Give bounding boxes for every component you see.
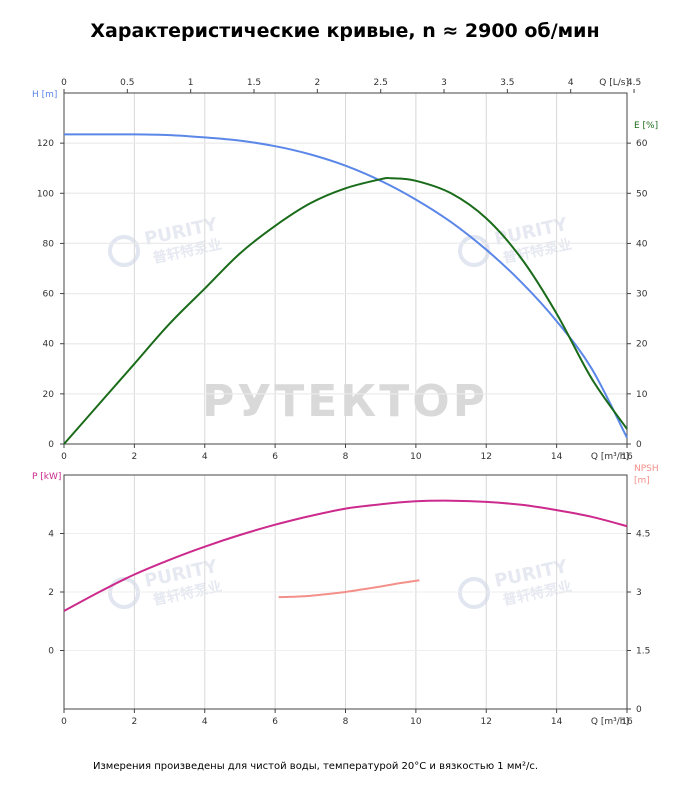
series-line-efficiency (63, 177, 628, 445)
y-right-tick-label: 30 (636, 290, 648, 300)
y-right-axis-unit: [m] (634, 476, 650, 486)
y-left-axis-label: H [m] (32, 90, 57, 100)
x-top-tick-label: 0 (61, 78, 67, 88)
x-top-tick-label: 0.5 (120, 78, 134, 88)
x-tick-label: 2 (132, 717, 138, 727)
y-right-tick-label: 60 (636, 139, 648, 149)
x-axis-label: Q [m³/h] (591, 717, 629, 727)
y-right-tick-label: 0 (636, 440, 642, 450)
x-top-axis-label: Q [L/s] (599, 78, 629, 88)
x-top-tick-label: 1 (188, 78, 194, 88)
x-tick-label: 16 (621, 452, 633, 462)
x-tick-label: 12 (481, 452, 492, 462)
y-right-axis-label: E [%] (634, 121, 658, 131)
x-tick-label: 8 (343, 452, 349, 462)
y-left-tick-label: 80 (43, 239, 55, 249)
y-right-tick-label: 20 (636, 340, 648, 350)
y-right-tick-label: 40 (636, 239, 648, 249)
x-tick-label: 0 (61, 452, 67, 462)
x-tick-label: 6 (272, 717, 278, 727)
series-line-npsh (278, 579, 420, 599)
footnote: Измерения произведены для чистой воды, т… (93, 761, 538, 772)
x-tick-label: 16 (621, 717, 633, 727)
x-tick-label: 4 (202, 717, 208, 727)
y-right-tick-label: 1.5 (636, 647, 650, 657)
x-tick-label: 6 (272, 452, 278, 462)
watermark-main: РУТЕКТОР (202, 376, 488, 427)
x-top-tick-label: 3 (441, 78, 447, 88)
y-left-tick-label: 100 (37, 189, 54, 199)
x-top-tick-label: 3.5 (500, 78, 514, 88)
x-top-tick-label: 2.5 (374, 78, 388, 88)
watermark-logo-icon (458, 577, 490, 609)
y-left-tick-label: 0 (48, 440, 54, 450)
x-axis-label: Q [m³/h] (591, 452, 629, 462)
x-tick-label: 12 (481, 717, 492, 727)
y-right-axis-label: NPSH (634, 464, 659, 474)
y-left-axis-label: P [kW] (32, 472, 61, 482)
y-left-tick-label: 120 (37, 139, 54, 149)
x-tick-label: 8 (343, 717, 349, 727)
y-left-tick-label: 2 (48, 588, 54, 598)
y-right-tick-label: 3 (636, 588, 642, 598)
series-line-power (63, 499, 628, 612)
x-top-tick-label: 2 (314, 78, 320, 88)
x-tick-label: 0 (61, 717, 67, 727)
y-right-tick-label: 0 (636, 705, 642, 715)
y-left-tick-label: 4 (48, 530, 54, 540)
y-left-tick-label: 60 (43, 290, 55, 300)
x-tick-label: 2 (132, 452, 138, 462)
y-right-tick-label: 4.5 (636, 530, 650, 540)
y-right-tick-label: 10 (636, 390, 648, 400)
x-tick-label: 14 (551, 452, 563, 462)
series-line-head (64, 133, 628, 439)
x-top-tick-label: 1.5 (247, 78, 261, 88)
x-tick-label: 14 (551, 717, 563, 727)
y-left-tick-label: 20 (43, 390, 55, 400)
x-top-tick-label: 4 (568, 78, 574, 88)
x-tick-label: 4 (202, 452, 208, 462)
x-tick-label: 10 (410, 452, 422, 462)
watermark-logo-icon (458, 235, 490, 267)
x-tick-label: 10 (410, 717, 422, 727)
y-right-tick-label: 50 (636, 189, 648, 199)
page-title: Характеристические кривые, n ≈ 2900 об/м… (90, 20, 600, 42)
y-left-tick-label: 40 (43, 340, 55, 350)
x-top-tick-label: 4.5 (627, 78, 641, 88)
y-left-tick-label: 0 (48, 647, 54, 657)
watermark-logo-icon (108, 235, 140, 267)
